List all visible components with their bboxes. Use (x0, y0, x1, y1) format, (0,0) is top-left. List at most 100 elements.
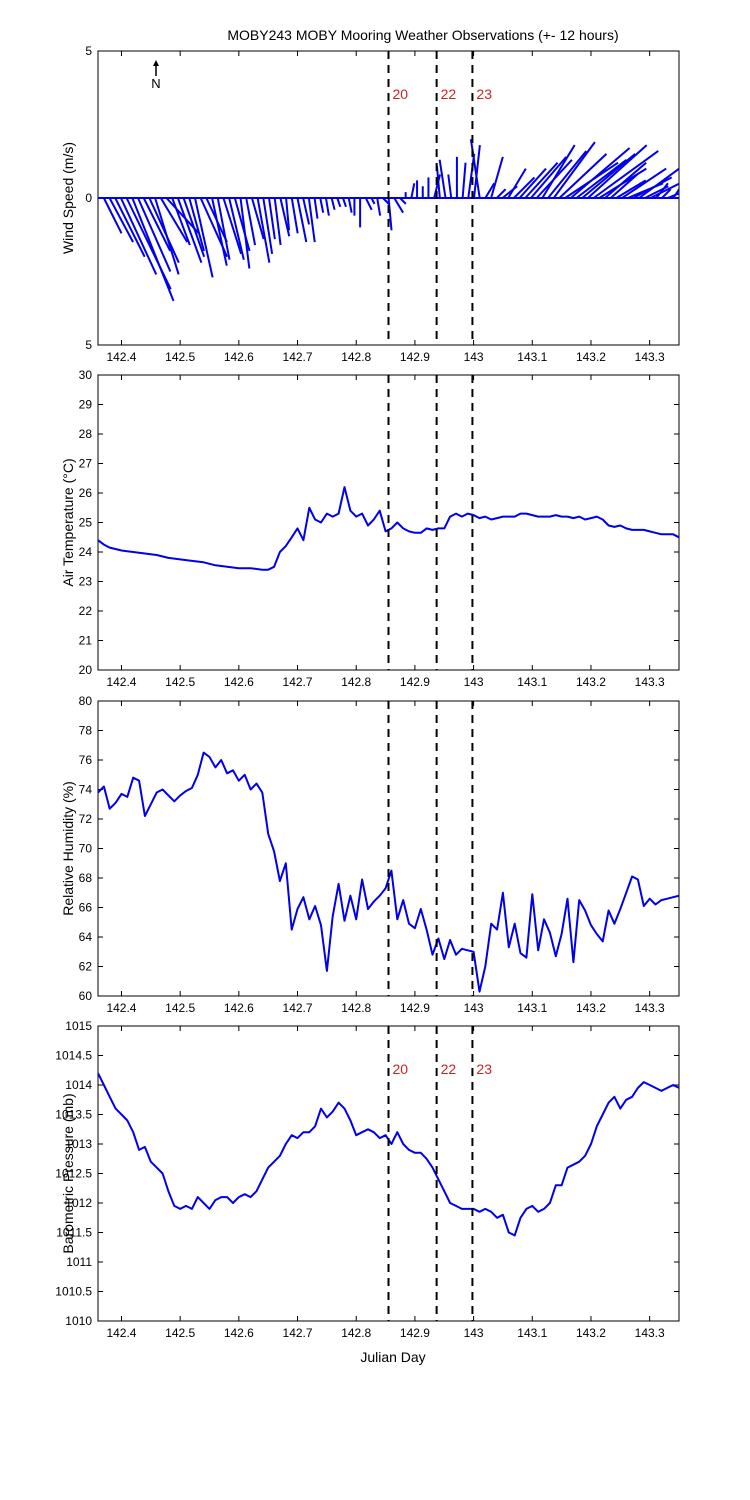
wind-stick (307, 197, 316, 243)
x-tick-label: 143.3 (635, 1001, 665, 1015)
wind-stick (447, 174, 453, 199)
y-tick-label: 1011.5 (56, 1226, 92, 1240)
wind-stick (313, 197, 319, 219)
wind-stick (216, 197, 231, 260)
wind-stick (382, 197, 390, 205)
y-tick-label: 1013 (65, 1137, 92, 1151)
x-tick-label: 142.7 (283, 350, 313, 364)
y-axis-label: Relative Humidity (%) (60, 781, 76, 916)
y-tick-label: 21 (79, 634, 93, 648)
wind-stick (211, 197, 228, 266)
y-tick-label: 26 (79, 486, 93, 500)
x-tick-label: 143.3 (635, 1326, 665, 1340)
wind-stick (672, 188, 679, 199)
x-tick-label: 142.6 (224, 1326, 254, 1340)
wind-stick (239, 197, 251, 269)
wind-stick (324, 197, 330, 216)
y-tick-label: 23 (79, 575, 93, 589)
x-tick-label: 142.9 (400, 1326, 430, 1340)
wind-stick (604, 161, 647, 199)
event-marker-label: 23 (476, 86, 492, 102)
wind-stick (507, 168, 527, 199)
wind-stick (558, 153, 608, 199)
wind-stick (279, 197, 291, 237)
x-tick-label: 143.1 (517, 350, 547, 364)
x-axis-label: Julian Day (360, 1349, 425, 1365)
x-tick-label: 142.4 (106, 1326, 136, 1340)
wind-stick (102, 197, 123, 234)
x-tick-label: 142.5 (165, 1326, 195, 1340)
y-tick-label: 30 (79, 368, 93, 382)
wind-stick (285, 197, 291, 231)
y-tick-label: 1014.5 (55, 1049, 92, 1063)
data-line (98, 486, 679, 571)
wind-stick (530, 156, 567, 199)
wind-stick (171, 197, 191, 246)
y-tick-label: 24 (79, 545, 93, 559)
chart-panel: 142.4 142.5 142.6 142.7 142.8 142.9 143 143.1 14… (55, 1019, 680, 1340)
wind-stick (410, 183, 416, 199)
y-tick-label: 1012 (65, 1196, 92, 1210)
wind-stick (319, 197, 325, 213)
wind-stick (438, 159, 447, 199)
x-tick-label: 143 (464, 675, 484, 689)
wind-stick (615, 179, 647, 199)
chart-title: MOBY243 MOBY Mooring Weather Observation… (227, 27, 618, 43)
y-tick-label: 20 (79, 663, 93, 677)
wind-stick (176, 197, 203, 264)
wind-stick (330, 197, 336, 211)
wind-stick (610, 173, 638, 199)
x-tick-label: 142.7 (283, 1001, 313, 1015)
wind-stick (302, 197, 311, 225)
y-tick-label: 76 (79, 753, 93, 767)
wind-stick (342, 197, 347, 208)
wind-stick (154, 197, 180, 275)
wind-stick (376, 197, 382, 216)
wind-stick (575, 158, 628, 199)
x-tick-label: 143 (464, 350, 484, 364)
wind-stick (541, 144, 576, 199)
y-tick-label: 72 (79, 812, 93, 826)
wind-stick (484, 182, 496, 199)
wind-stick (587, 144, 648, 199)
x-tick-label: 142.9 (400, 350, 430, 364)
wind-stick (142, 197, 172, 252)
wind-stick (222, 197, 243, 255)
x-tick-label: 142.5 (165, 675, 195, 689)
y-tick-label: 1014 (65, 1078, 92, 1092)
y-tick-label: 1011 (66, 1255, 92, 1269)
wind-stick (650, 182, 679, 199)
wind-stick (347, 197, 353, 213)
x-tick-label: 142.6 (224, 675, 254, 689)
x-tick-label: 143 (464, 1001, 484, 1015)
wind-stick (513, 176, 536, 199)
x-tick-label: 143.2 (576, 350, 606, 364)
wind-stick (290, 197, 299, 234)
wind-stick (552, 141, 596, 199)
x-tick-label: 142.4 (106, 350, 136, 364)
wind-stick (273, 197, 282, 246)
chart-panels: 142.4 142.5 142.6 142.7 142.8 142.9 143 143.1 14… (55, 44, 680, 1340)
wind-stick (296, 197, 308, 243)
x-tick-label: 142.8 (341, 1001, 371, 1015)
event-marker-label: 22 (441, 1061, 457, 1077)
wind-stick (638, 167, 679, 199)
wind-stick (114, 197, 146, 258)
x-tick-label: 143.1 (517, 1001, 547, 1015)
y-tick-label: 62 (79, 960, 93, 974)
x-tick-label: 142.6 (224, 1001, 254, 1015)
y-tick-label: 80 (79, 694, 93, 708)
y-tick-label: 5 (85, 338, 92, 352)
x-tick-label: 142.5 (165, 350, 195, 364)
wind-stick (496, 188, 507, 199)
wind-stick (581, 153, 636, 199)
y-tick-label: 1013.5 (55, 1108, 92, 1122)
x-tick-label: 142.4 (106, 1001, 136, 1015)
chart-panel: 142.4 142.5 142.6 142.7 142.8 142.9 143 143.1 14… (60, 694, 680, 1015)
y-tick-label: 5 (85, 44, 92, 58)
y-tick-label: 28 (79, 427, 93, 441)
y-axis-label: Wind Speed (m/s) (60, 142, 76, 254)
y-tick-label: 78 (79, 724, 93, 738)
wind-stick (490, 156, 504, 199)
x-tick-label: 142.9 (400, 1001, 430, 1015)
